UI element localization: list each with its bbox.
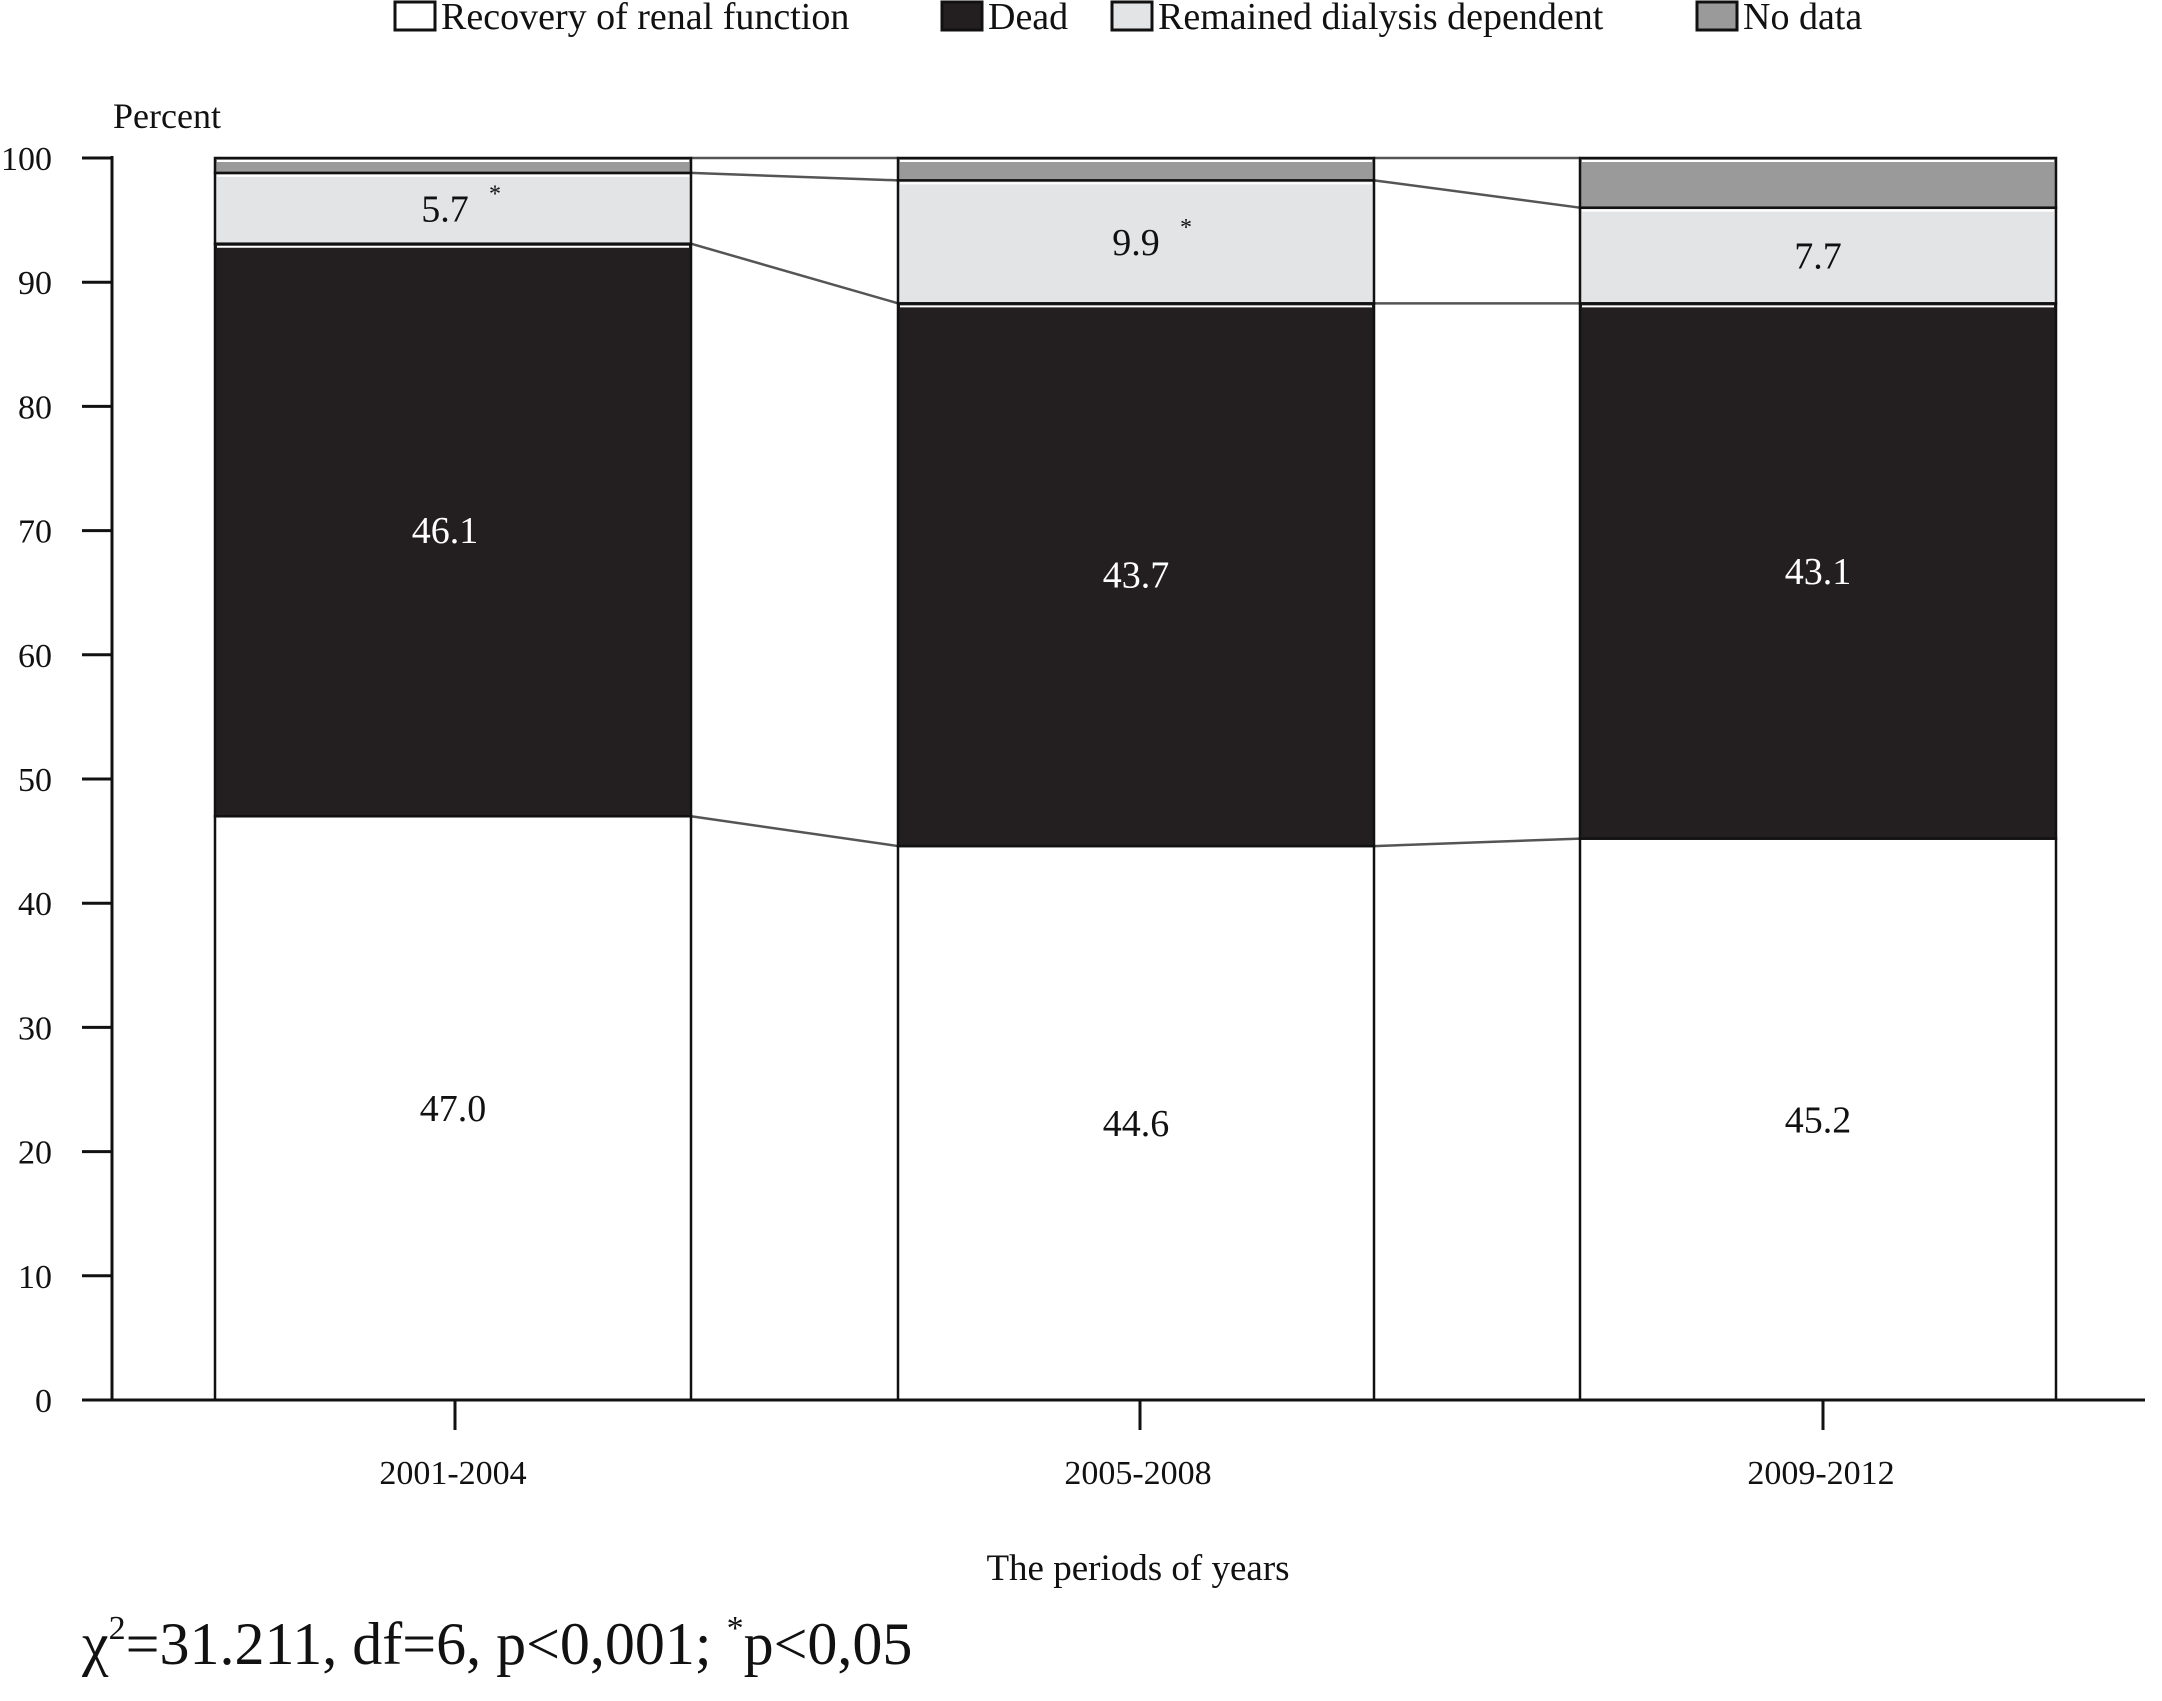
bars: 47.0 46.1 5.7 * 44.6 43.7 9.9 * 45.2 43.1 7.7 <box>213 156 2058 1402</box>
legend-swatch <box>393 0 437 32</box>
bar-segment <box>1578 837 2058 1402</box>
y-tick-label: 100 <box>1 141 52 178</box>
chi-square-statistic: χ2=31.211, df=6, p<0,001; *p<0,05 <box>82 1610 912 1679</box>
bar-segment <box>896 844 1376 1402</box>
legend-label: Dead <box>988 0 1068 38</box>
chi-superscript: 2 <box>108 1610 126 1647</box>
statistic-tail: p<0,05 <box>743 1611 913 1677</box>
data-label: 5.7 <box>421 188 469 230</box>
legend: Recovery of renal function Dead Remained d… <box>393 0 1862 38</box>
connector-line <box>690 815 899 848</box>
y-tick-label: 60 <box>18 638 52 675</box>
bar-segment <box>1578 206 2058 305</box>
x-tick-label: 2005-2008 <box>1064 1455 1211 1492</box>
bar-segment <box>1578 156 2058 209</box>
x-tick-label: 2001-2004 <box>379 1455 526 1492</box>
connector-line <box>1373 179 1581 209</box>
data-label: 7.7 <box>1794 235 1842 277</box>
bar-segment <box>896 302 1376 848</box>
data-label: 46.1 <box>412 510 479 552</box>
legend-label: Recovery of renal function <box>441 0 849 38</box>
data-label: 45.2 <box>1785 1099 1852 1141</box>
legend-label: No data <box>1743 0 1862 38</box>
bar-segment <box>896 156 1376 182</box>
legend-swatch <box>940 0 984 32</box>
y-tick-label: 70 <box>18 514 52 551</box>
bar-segment <box>1578 302 2058 840</box>
x-tick-label: 2009-2012 <box>1747 1455 1894 1492</box>
connector-lines <box>690 156 1581 848</box>
legend-swatch <box>1695 0 1739 32</box>
y-tick-label: 20 <box>18 1135 52 1172</box>
connector-line <box>690 171 899 182</box>
axes: 0 10 20 30 40 50 60 70 80 90 100 2001-2004 2005-2008… <box>1 141 2145 1492</box>
y-tick-label: 80 <box>18 389 52 426</box>
y-tick-label: 0 <box>35 1383 52 1420</box>
legend-swatch <box>1110 0 1154 32</box>
y-axis-label: Percent <box>113 96 221 136</box>
connector-line <box>690 242 899 305</box>
data-label: 47.0 <box>420 1088 487 1130</box>
significance-star: * <box>1180 215 1192 241</box>
data-label: 44.6 <box>1103 1103 1170 1145</box>
significance-star: * <box>489 181 501 207</box>
bar-segment <box>213 815 693 1402</box>
y-tick-label: 30 <box>18 1010 52 1047</box>
data-label: 43.1 <box>1785 551 1852 593</box>
x-axis-label: The periods of years <box>986 1548 1289 1589</box>
statistic-main: =31.211, df=6, p<0,001; <box>125 1611 727 1677</box>
significance-star: * <box>726 1610 744 1647</box>
bar-segment <box>896 179 1376 305</box>
connector-line <box>1373 837 1581 848</box>
data-label: 9.9 <box>1112 222 1160 264</box>
y-tick-label: 90 <box>18 265 52 302</box>
chi-symbol: χ <box>82 1611 109 1677</box>
legend-label: Remained dialysis dependent <box>1158 0 1604 38</box>
data-label: 43.7 <box>1103 555 1170 597</box>
y-tick-label: 10 <box>18 1259 52 1296</box>
y-tick-label: 40 <box>18 886 52 923</box>
bar-segment <box>213 242 693 818</box>
y-tick-label: 50 <box>18 762 52 799</box>
bar-segment <box>213 171 693 245</box>
